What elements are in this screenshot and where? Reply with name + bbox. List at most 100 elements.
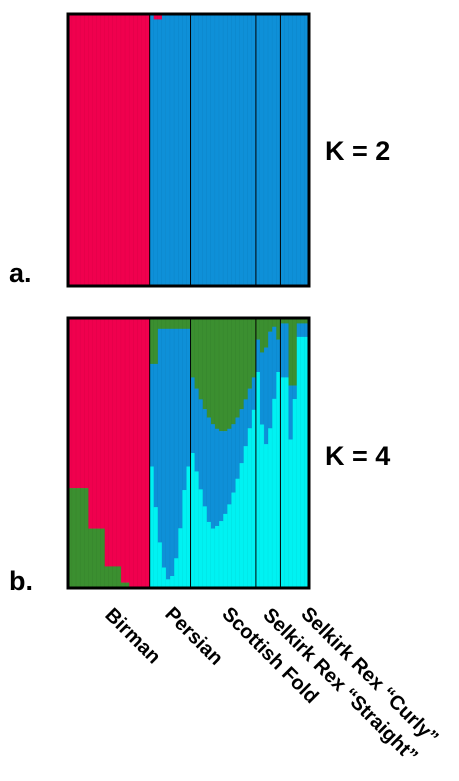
bar-k4-ind56-cluster2	[292, 318, 298, 386]
bar-k2-ind11-cluster1	[108, 14, 114, 287]
bar-k4-ind12-cluster2	[112, 566, 118, 589]
bar-k4-ind14-cluster1	[121, 318, 126, 583]
bar-k4-ind59-cluster3	[304, 323, 310, 338]
bar-k2-ind59-cluster2	[304, 14, 310, 287]
bar-k4-ind47-cluster2	[255, 318, 261, 340]
bar-k4-ind55-cluster3	[288, 385, 294, 440]
bar-k4-ind40-cluster2	[227, 318, 232, 430]
bar-k2-ind40-cluster2	[227, 14, 232, 287]
bar-k4-ind24-cluster3	[161, 328, 167, 568]
bar-k4-ind42-cluster3	[235, 417, 241, 480]
bar-k4-ind52-cluster4	[276, 372, 281, 589]
bar-k4-ind57-cluster2	[296, 318, 302, 324]
bar-k4-ind23-cluster3	[157, 328, 163, 543]
bar-k4-ind43-cluster2	[239, 318, 245, 410]
bar-k2-ind41-cluster2	[231, 14, 237, 287]
bar-k4-ind20-cluster1	[145, 318, 151, 589]
bar-k2-ind55-cluster2	[288, 14, 294, 287]
label-selkirk-rex-straight: Selkirk Rex “Straight”	[258, 604, 421, 767]
bar-k4-ind43-cluster4	[239, 463, 245, 589]
bar-k2-ind12-cluster1	[112, 14, 118, 287]
bar-k4-ind32-cluster4	[194, 471, 200, 589]
bar-k2-ind49-cluster2	[264, 14, 269, 287]
bar-k2-ind51-cluster2	[272, 14, 277, 287]
bar-k4-ind45-cluster3	[247, 388, 253, 429]
bar-k4-ind39-cluster4	[223, 513, 228, 589]
bar-k4-ind15-cluster1	[125, 318, 130, 583]
bar-k4-ind48-cluster3	[259, 352, 265, 425]
bar-k4-ind23-cluster2	[157, 318, 163, 330]
bar-k4-ind34-cluster2	[202, 318, 208, 410]
bar-k4-ind8-cluster1	[96, 318, 102, 529]
bar-k4-ind52-cluster3	[276, 339, 281, 373]
bar-k4-ind5-cluster2	[84, 488, 90, 589]
bar-k4-ind51-cluster4	[272, 398, 277, 589]
bar-k4-ind50-cluster2	[268, 318, 273, 332]
plot-frame	[66, 12, 311, 288]
bar-k4-ind31-cluster3	[190, 377, 196, 454]
bar-k4-ind27-cluster2	[174, 318, 179, 330]
bar-k2-ind13-cluster1	[117, 14, 122, 287]
bar-k2-ind54-cluster2	[284, 14, 290, 287]
bar-k2-ind28-cluster2	[178, 14, 183, 287]
bar-k4-ind48-cluster4	[259, 424, 265, 589]
panel-a-letter: a.	[9, 258, 32, 288]
bar-k4-ind34-cluster4	[202, 506, 208, 589]
bar-k4-ind46-cluster4	[251, 409, 257, 589]
bar-k4-ind59-cluster4	[304, 336, 310, 589]
bar-k4-ind25-cluster3	[166, 328, 171, 580]
bar-k2-ind21-cluster2	[149, 14, 155, 287]
bar-k4-ind44-cluster2	[243, 318, 249, 400]
bar-k2-ind31-cluster2	[190, 14, 196, 287]
bar-k2-ind56-cluster2	[292, 14, 298, 287]
bar-k4-ind44-cluster4	[243, 446, 249, 589]
bar-k4-ind7-cluster1	[92, 318, 98, 529]
bar-k2-ind18-cluster1	[137, 14, 143, 287]
bar-k4-ind58-cluster2	[300, 318, 306, 324]
bar-k4-ind42-cluster2	[235, 318, 241, 418]
bar-k2-ind2-cluster1	[72, 14, 77, 287]
bar-k4-ind29-cluster2	[182, 318, 188, 330]
bar-k4-ind57-cluster4	[296, 336, 302, 589]
bar-k4-ind22-cluster4	[153, 507, 159, 589]
bar-k4-ind6-cluster2	[88, 528, 94, 589]
bar-k4-ind1-cluster1	[68, 318, 73, 489]
bar-k4-ind47-cluster3	[255, 339, 261, 373]
bar-k4-ind55-cluster2	[288, 318, 294, 386]
bar-k4-ind10-cluster2	[104, 566, 110, 589]
bar-k2-ind50-cluster2	[268, 14, 273, 287]
bar-k4-ind7-cluster2	[92, 528, 98, 589]
bar-k4-ind8-cluster2	[96, 528, 102, 589]
bar-k4-ind1-cluster2	[68, 488, 73, 589]
bar-k2-ind19-cluster1	[141, 14, 147, 287]
bar-k4-ind9-cluster2	[100, 528, 106, 589]
bar-k4-ind2-cluster2	[72, 488, 77, 589]
bar-k2-ind30-cluster2	[186, 14, 192, 287]
bar-k4-ind52-cluster2	[276, 318, 281, 340]
bar-k4-ind3-cluster1	[76, 318, 81, 489]
bar-k4-ind12-cluster1	[112, 318, 118, 567]
bar-k4-ind56-cluster3	[292, 385, 298, 400]
bar-k4-ind42-cluster4	[235, 478, 241, 589]
bar-k2-ind10-cluster1	[104, 14, 110, 287]
bar-k4-ind37-cluster4	[215, 525, 220, 589]
bar-k4-ind2-cluster1	[72, 318, 77, 489]
bar-k4-ind21-cluster4	[149, 466, 155, 589]
bar-k4-ind5-cluster1	[84, 318, 90, 489]
bar-k2-ind32-cluster2	[194, 14, 200, 287]
bar-k2-ind27-cluster2	[174, 14, 179, 287]
bar-k4-ind16-cluster1	[129, 318, 134, 589]
bar-k2-ind48-cluster2	[259, 14, 265, 287]
bar-k2-ind16-cluster1	[129, 14, 134, 287]
label-birman: Birman	[100, 604, 164, 668]
bar-k4-ind25-cluster4	[166, 579, 171, 589]
bar-k4-ind44-cluster3	[243, 399, 249, 447]
bar-k4-ind28-cluster2	[178, 318, 183, 330]
bar-k4-ind50-cluster3	[268, 331, 273, 429]
bar-k4-ind58-cluster3	[300, 323, 306, 338]
bar-k2-ind38-cluster2	[219, 14, 224, 287]
structure-plot-k4	[66, 316, 311, 590]
bar-k2-ind46-cluster2	[251, 14, 257, 287]
